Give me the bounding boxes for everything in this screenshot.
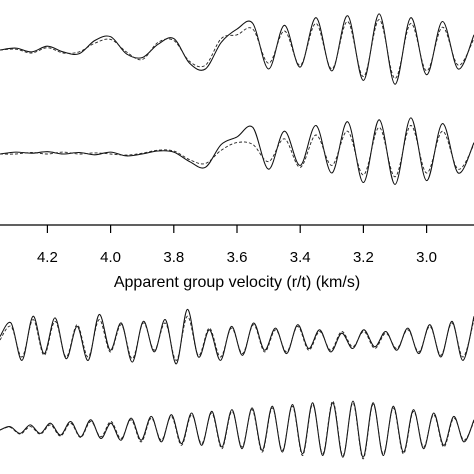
velocity-axis-ticks: 4.2 4.0 3.8 3.6 3.4 3.2 3.0 — [37, 225, 437, 266]
trace-panel-2 — [0, 117, 474, 185]
x-tick-label: 3.6 — [227, 249, 248, 266]
trace-dashed-panel-3 — [0, 315, 474, 361]
velocity-axis-title: Apparent group velocity (r/t) (km/s) — [114, 274, 360, 291]
trace-dashed-panel-1 — [0, 19, 474, 79]
x-tick-label: 4.2 — [37, 249, 58, 266]
trace-solid-panel-2 — [0, 117, 474, 185]
trace-solid-panel-1 — [0, 13, 474, 85]
x-tick-label: 3.0 — [416, 249, 437, 266]
trace-panel-4 — [0, 400, 474, 460]
trace-dashed-panel-2 — [0, 125, 474, 178]
velocity-axis: 4.2 4.0 3.8 3.6 3.4 3.2 3.0 Apparent group vel… — [0, 224, 474, 291]
x-tick-label: 3.4 — [290, 249, 311, 266]
x-tick-label: 3.2 — [353, 249, 374, 266]
trace-panel-3 — [0, 308, 474, 365]
x-tick-label: 4.0 — [100, 249, 121, 266]
x-tick-label: 3.8 — [163, 249, 184, 266]
trace-panel-1 — [0, 13, 474, 85]
trace-solid-panel-3 — [0, 308, 474, 365]
trace-dashed-panel-4 — [0, 400, 474, 460]
